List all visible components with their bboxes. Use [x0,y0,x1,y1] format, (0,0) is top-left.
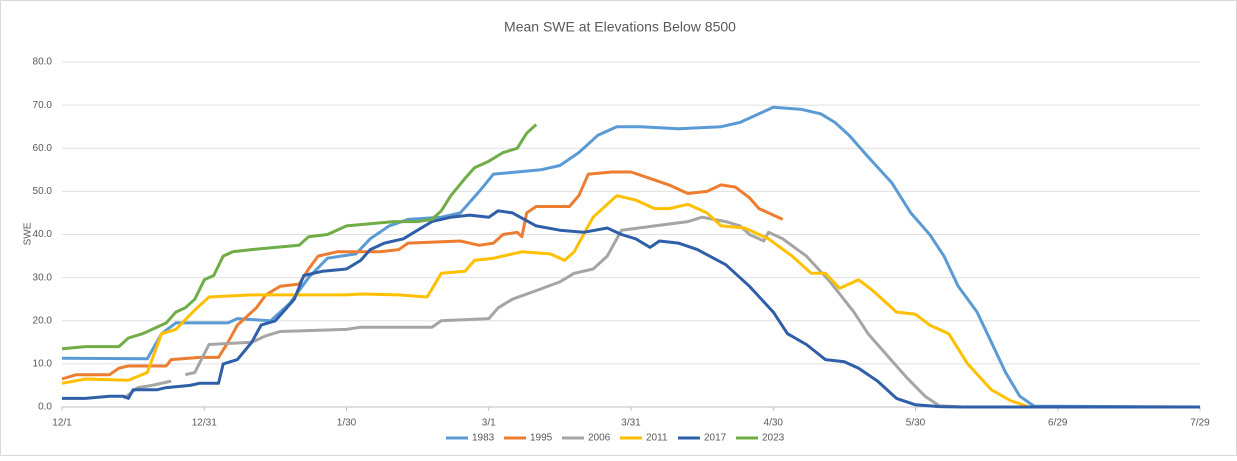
y-tick-label: 30.0 [33,272,53,283]
x-tick-label: 7/29 [1190,418,1210,429]
x-tick-label: 3/31 [621,418,641,429]
legend-label: 1983 [472,433,495,444]
legend-label: 2023 [762,433,785,444]
series-line [61,123,538,351]
x-tick-label: 3/1 [482,418,496,429]
chart-title: Mean SWE at Elevations Below 8500 [504,19,736,35]
y-tick-label: 60.0 [33,143,53,154]
y-tick-label: 0.0 [38,402,52,413]
x-tick-label: 6/29 [1048,418,1068,429]
series-line [62,209,1200,409]
x-tick-label: 1/30 [337,418,357,429]
y-tick-label: 70.0 [33,100,53,111]
y-tick-label: 20.0 [33,315,53,326]
legend-label: 2011 [646,433,668,444]
legend-label: 2017 [704,433,727,444]
legend-label: 2006 [588,433,611,444]
y-tick-label: 80.0 [33,57,53,68]
y-tick-label: 10.0 [33,359,53,370]
y-tick-label: 50.0 [33,186,53,197]
x-tick-label: 12/31 [192,418,217,429]
x-tick-label: 4/30 [764,418,784,429]
series-line [61,194,1200,409]
y-axis-label: SWE [23,222,34,245]
y-tick-label: 40.0 [33,229,53,240]
x-tick-label: 12/1 [52,418,72,429]
x-tick-label: 5/30 [906,418,926,429]
legend-label: 1995 [530,433,553,444]
